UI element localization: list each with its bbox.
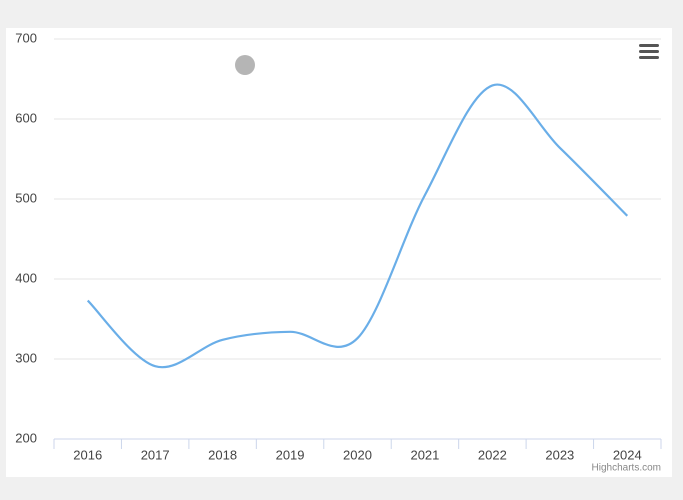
chart-background xyxy=(6,28,672,477)
y-tick-label: 700 xyxy=(15,30,37,45)
y-tick-label: 300 xyxy=(15,350,37,365)
menu-button[interactable] xyxy=(639,44,659,59)
x-tick-label: 2024 xyxy=(613,447,642,462)
x-tick-label: 2021 xyxy=(410,447,439,462)
y-tick-label: 400 xyxy=(15,270,37,285)
decoration-dot xyxy=(235,55,255,75)
x-tick-label: 2020 xyxy=(343,447,372,462)
credits[interactable]: Highcharts.com xyxy=(592,463,661,474)
x-tick-label: 2022 xyxy=(478,447,507,462)
x-tick-label: 2023 xyxy=(545,447,574,462)
y-tick-label: 200 xyxy=(15,430,37,445)
line xyxy=(86,83,629,369)
x-tick-label: 2017 xyxy=(141,447,170,462)
y-tick-label: 600 xyxy=(15,110,37,125)
y-tick-label: 500 xyxy=(15,190,37,205)
x-tick-label: 2018 xyxy=(208,447,237,462)
x-tick-label: 2016 xyxy=(73,447,102,462)
x-tick-label: 2019 xyxy=(276,447,305,462)
